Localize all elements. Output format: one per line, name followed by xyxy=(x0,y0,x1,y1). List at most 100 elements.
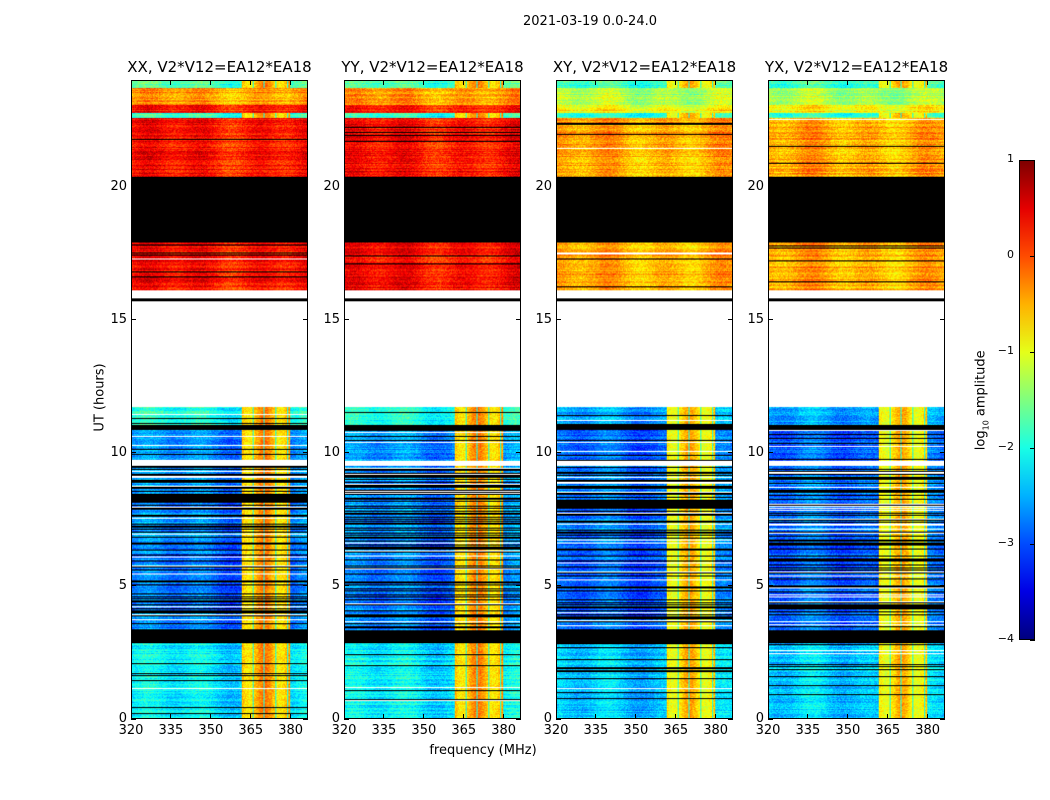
x-axis-label: frequency (MHz) xyxy=(429,743,537,758)
colorbar-tick-mark xyxy=(1030,639,1035,641)
y-tick-label: 10 xyxy=(323,444,340,460)
y-tick-label: 15 xyxy=(110,311,127,327)
x-tick-label: 380 xyxy=(703,723,729,738)
y-tick-mark xyxy=(940,319,945,321)
x-tick-label: 365 xyxy=(663,723,689,738)
x-tick-label: 350 xyxy=(411,723,437,738)
heatmap-image xyxy=(769,81,944,718)
y-tick-label: 0 xyxy=(331,711,340,726)
colorbar-tick-mark xyxy=(1030,351,1035,353)
y-tick-mark xyxy=(303,585,308,587)
colorbar-tick-label: −1 xyxy=(997,344,1014,357)
y-tick-mark xyxy=(131,319,136,321)
x-tick-mark xyxy=(290,714,292,719)
y-tick-mark xyxy=(516,585,521,587)
y-tick-mark xyxy=(940,585,945,587)
x-tick-mark xyxy=(170,714,172,719)
x-tick-mark xyxy=(250,80,252,85)
x-tick-mark xyxy=(887,80,889,85)
x-tick-mark xyxy=(927,714,929,719)
y-tick-label: 5 xyxy=(331,577,340,593)
x-tick-mark xyxy=(383,714,385,719)
x-tick-mark xyxy=(927,80,929,85)
y-tick-label: 20 xyxy=(535,178,552,194)
x-tick-mark xyxy=(715,80,717,85)
x-tick-mark xyxy=(715,714,717,719)
x-tick-mark xyxy=(383,80,385,85)
x-tick-label: 335 xyxy=(158,723,184,738)
x-tick-label: 380 xyxy=(915,723,941,738)
x-tick-mark xyxy=(635,80,637,85)
x-tick-label: 320 xyxy=(755,723,781,738)
y-tick-mark xyxy=(768,319,773,321)
y-tick-label: 0 xyxy=(543,711,552,726)
colorbar-tick-label: 0 xyxy=(1007,248,1014,261)
x-tick-label: 365 xyxy=(451,723,477,738)
x-tick-mark xyxy=(343,80,345,85)
x-tick-mark xyxy=(130,714,132,719)
y-tick-mark xyxy=(940,186,945,187)
x-tick-mark xyxy=(290,80,292,85)
y-tick-mark xyxy=(728,319,733,321)
y-tick-mark xyxy=(768,585,773,587)
x-tick-label: 335 xyxy=(583,723,609,738)
heatmap-panel-xx xyxy=(131,80,308,719)
y-tick-label: 15 xyxy=(535,311,552,327)
heatmap-image xyxy=(557,81,732,718)
heatmap-panel-yx xyxy=(768,80,945,719)
y-tick-label: 10 xyxy=(110,444,127,460)
y-tick-mark xyxy=(516,452,521,454)
colorbar xyxy=(1019,160,1035,640)
x-tick-mark xyxy=(595,80,597,85)
y-tick-mark xyxy=(556,319,561,321)
y-tick-mark xyxy=(344,718,349,720)
heatmap-image xyxy=(132,81,307,718)
y-tick-label: 5 xyxy=(543,577,552,593)
x-tick-mark xyxy=(463,714,465,719)
y-tick-mark xyxy=(344,319,349,321)
x-tick-label: 380 xyxy=(278,723,304,738)
x-tick-mark xyxy=(423,80,425,85)
y-tick-mark xyxy=(728,718,733,720)
y-tick-label: 15 xyxy=(323,311,340,327)
panel-title: XX, V2*V12=EA12*EA18 xyxy=(127,58,312,76)
x-tick-mark xyxy=(847,80,849,85)
colorbar-tick-mark xyxy=(1030,255,1035,257)
heatmap-image xyxy=(345,81,520,718)
x-tick-mark xyxy=(887,714,889,719)
y-tick-mark xyxy=(303,186,308,187)
y-tick-mark xyxy=(768,186,773,187)
y-tick-mark xyxy=(303,718,308,720)
y-tick-mark xyxy=(556,452,561,454)
x-tick-mark xyxy=(343,714,345,719)
x-tick-mark xyxy=(423,714,425,719)
x-tick-mark xyxy=(807,80,809,85)
x-tick-mark xyxy=(503,80,505,85)
x-tick-mark xyxy=(595,714,597,719)
x-tick-mark xyxy=(463,80,465,85)
x-tick-mark xyxy=(555,714,557,719)
y-tick-label: 20 xyxy=(747,178,764,194)
x-tick-label: 380 xyxy=(491,723,517,738)
y-tick-mark xyxy=(556,718,561,720)
x-tick-label: 320 xyxy=(331,723,357,738)
colorbar-tick-mark xyxy=(1030,543,1035,545)
x-tick-label: 320 xyxy=(118,723,144,738)
colorbar-tick-mark xyxy=(1030,159,1035,161)
x-tick-mark xyxy=(847,714,849,719)
x-tick-mark xyxy=(635,714,637,719)
y-tick-mark xyxy=(556,186,561,187)
panel-title: XY, V2*V12=EA12*EA18 xyxy=(552,58,737,76)
colorbar-tick-label: −4 xyxy=(997,632,1014,645)
x-tick-mark xyxy=(130,80,132,85)
x-tick-mark xyxy=(503,714,505,719)
x-tick-mark xyxy=(767,80,769,85)
colorbar-tick-label: −3 xyxy=(997,536,1014,549)
y-tick-label: 15 xyxy=(747,311,764,327)
y-tick-label: 0 xyxy=(755,711,764,726)
x-tick-mark xyxy=(675,714,677,719)
y-tick-label: 5 xyxy=(755,577,764,593)
y-tick-mark xyxy=(516,718,521,720)
panel-title: YY, V2*V12=EA12*EA18 xyxy=(341,58,524,76)
